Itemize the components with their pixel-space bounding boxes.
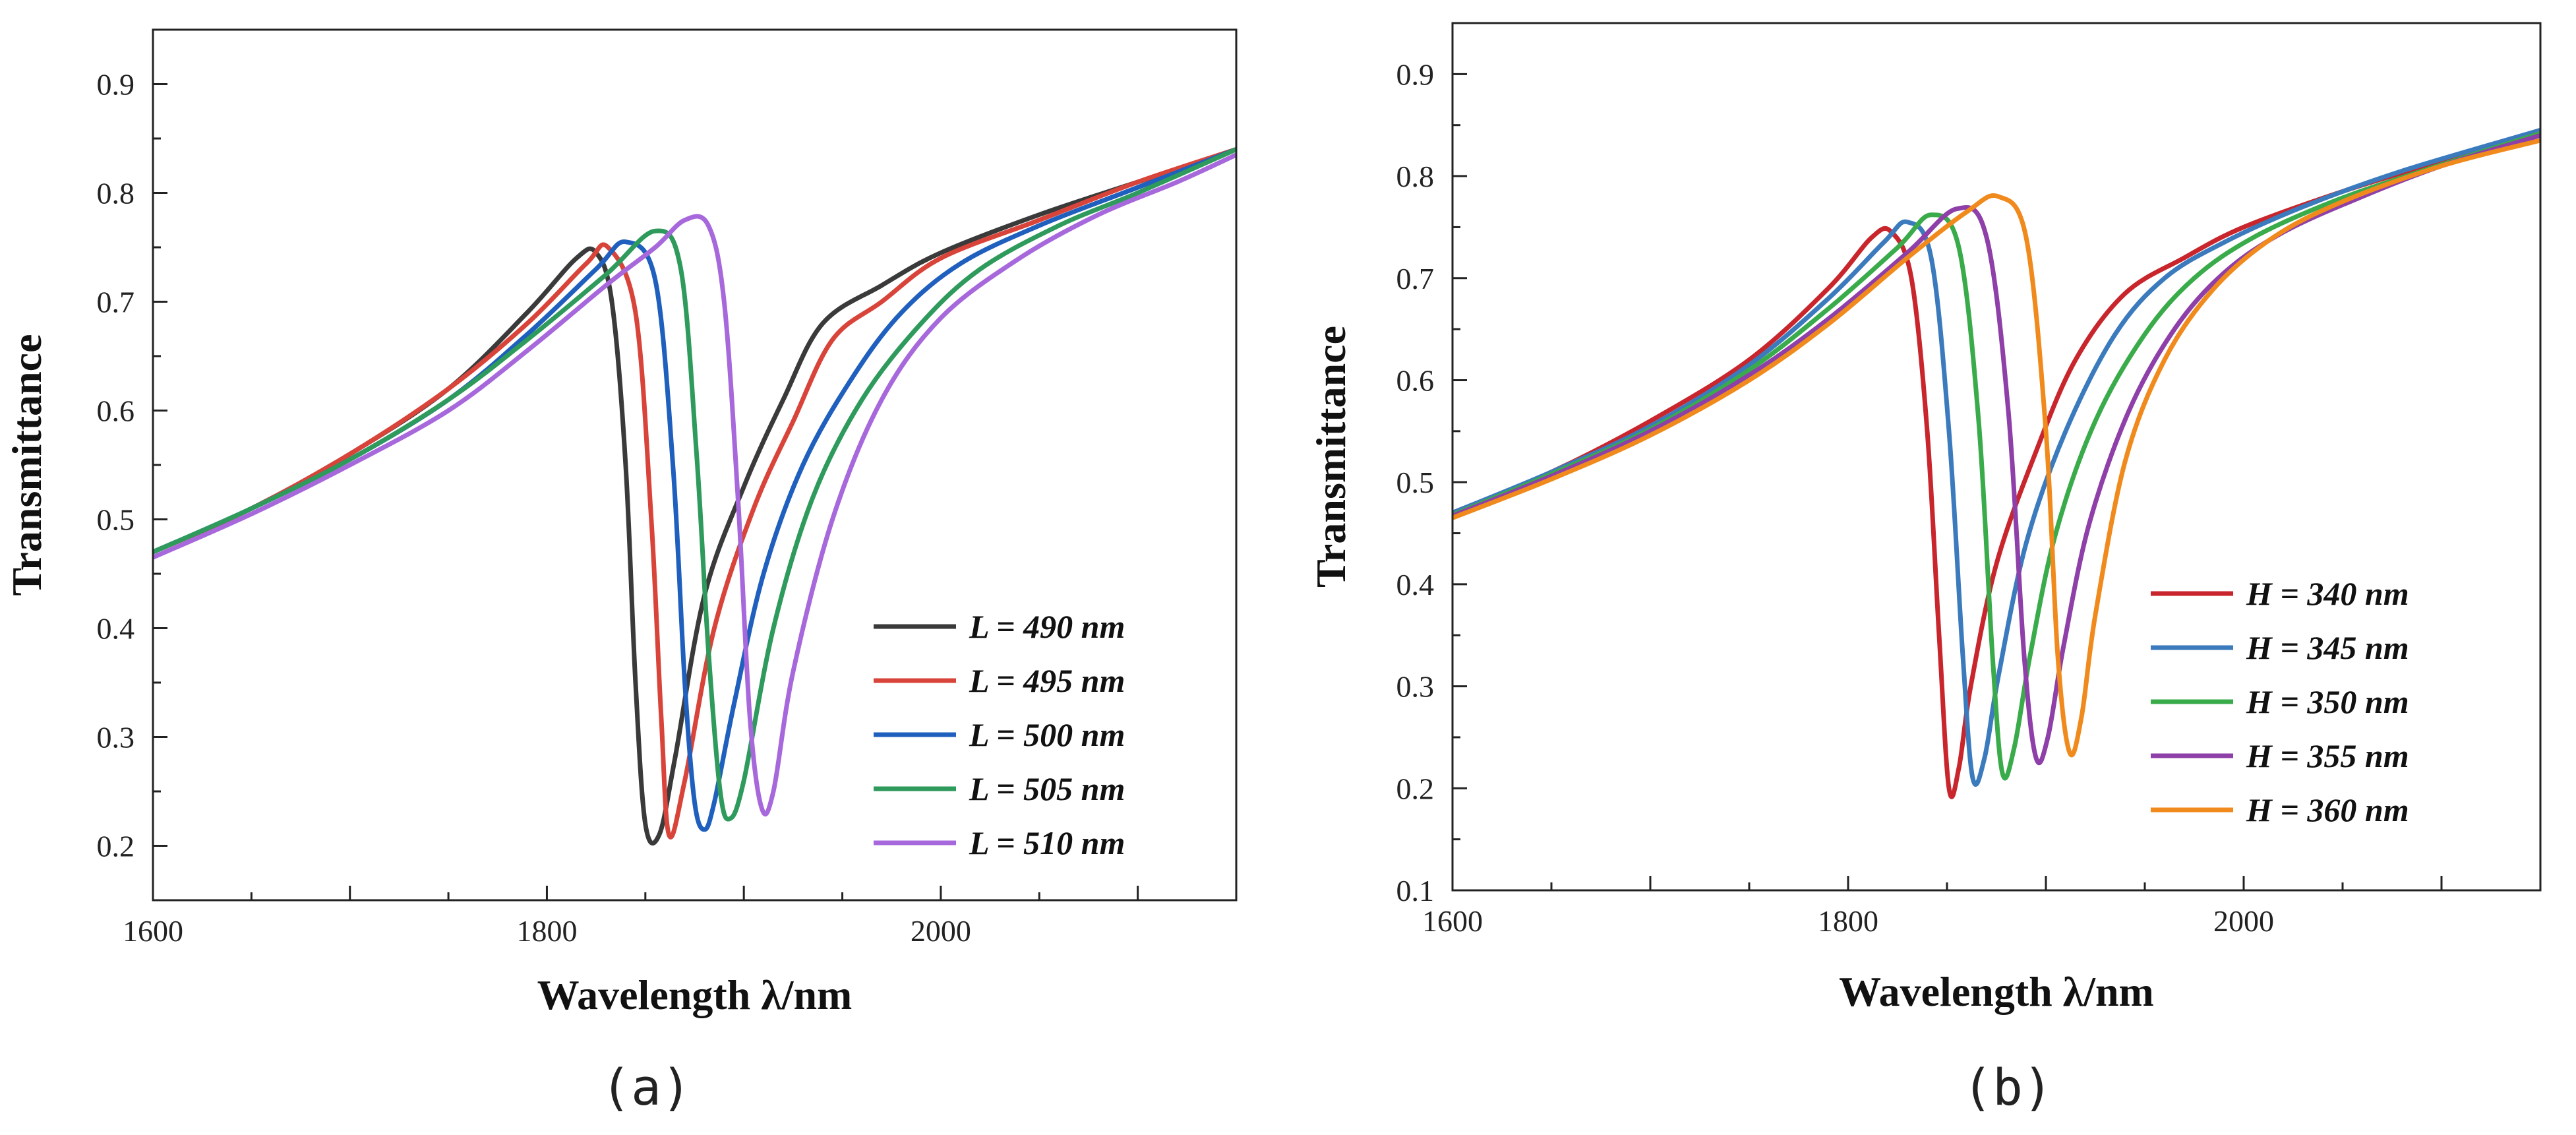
- y-tick-label: 0.2: [1396, 772, 1435, 805]
- y-tick-label: 0.3: [97, 721, 135, 754]
- chart-panel-a: 1600 1800 2000 0.2 0.3 0.4 0.5 0.6 0.7 0.8 0.9 Wave…: [3, 28, 1238, 1117]
- x-axis-title: Wavelength λ/nm: [537, 971, 853, 1018]
- legend-label: H = 360 nm: [2246, 791, 2409, 828]
- series-line-0: [1453, 128, 2540, 799]
- legend-label: H = 345 nm: [2246, 629, 2409, 666]
- plot-frame: [152, 28, 1238, 902]
- y-tick-label: 0.7: [97, 286, 135, 319]
- series-line-2: [1453, 131, 2540, 781]
- y-tick-label: 0.3: [1396, 670, 1435, 704]
- y-tick-label: 0.9: [97, 68, 135, 102]
- series-group: [1453, 128, 2540, 799]
- plot-frame: [1451, 22, 2542, 892]
- y-tick-label: 0.5: [97, 503, 135, 537]
- y-tick-label: 0.8: [1396, 160, 1435, 193]
- panel-caption: (b): [1962, 1058, 2052, 1117]
- legend-label: L = 510 nm: [969, 824, 1125, 861]
- x-tick-label: 1600: [1422, 904, 1483, 938]
- y-axis-title: Transmittance: [1307, 326, 1354, 588]
- x-tick-label: 2000: [2213, 904, 2274, 938]
- series-line-1: [1453, 128, 2540, 787]
- legend-label: L = 505 nm: [969, 770, 1125, 807]
- series-line-1: [153, 147, 1236, 840]
- y-tick-label: 0.5: [1396, 466, 1435, 499]
- y-tick-label: 0.6: [97, 394, 135, 428]
- y-tick-label: 0.8: [97, 177, 135, 210]
- legend-label: H = 350 nm: [2246, 683, 2409, 720]
- legend-label: H = 355 nm: [2246, 737, 2409, 774]
- y-tick-label: 0.9: [1396, 57, 1435, 91]
- x-tick-label: 2000: [911, 914, 971, 948]
- legend-label: H = 340 nm: [2246, 575, 2409, 612]
- y-tick-label: 0.2: [97, 830, 135, 863]
- x-tick-label: 1800: [516, 914, 577, 948]
- legend-label: L = 490 nm: [969, 608, 1125, 645]
- y-axis-title: Transmittance: [3, 334, 50, 596]
- chart-panel-b: 1600 1800 2000 0.1 0.2 0.3 0.4 0.5 0.6 0.7 0.8 0.9 W…: [1307, 22, 2542, 1117]
- x-axis-title: Wavelength λ/nm: [1839, 968, 2154, 1015]
- panel-caption: (a): [601, 1058, 691, 1117]
- x-tick-label: 1600: [123, 914, 183, 948]
- y-tick-label: 0.6: [1396, 363, 1435, 397]
- series-line-4: [1453, 138, 2540, 758]
- y-tick-label: 0.4: [1396, 568, 1435, 601]
- legend: L = 490 nm L = 495 nm L = 500 nm L = 505 nm…: [874, 608, 1125, 861]
- series-group: [153, 147, 1236, 846]
- legend: H = 340 nm H = 345 nm H = 350 nm H = 355 nm…: [2151, 575, 2409, 828]
- y-tick-label: 0.4: [97, 612, 135, 646]
- legend-label: L = 500 nm: [969, 716, 1125, 753]
- series-line-4: [153, 152, 1236, 817]
- x-tick-label: 1800: [1818, 904, 1878, 938]
- y-tick-label: 0.7: [1396, 262, 1435, 295]
- series-line-3: [153, 147, 1236, 822]
- legend-label: L = 495 nm: [969, 662, 1125, 699]
- y-tick-label: 0.1: [1396, 874, 1435, 907]
